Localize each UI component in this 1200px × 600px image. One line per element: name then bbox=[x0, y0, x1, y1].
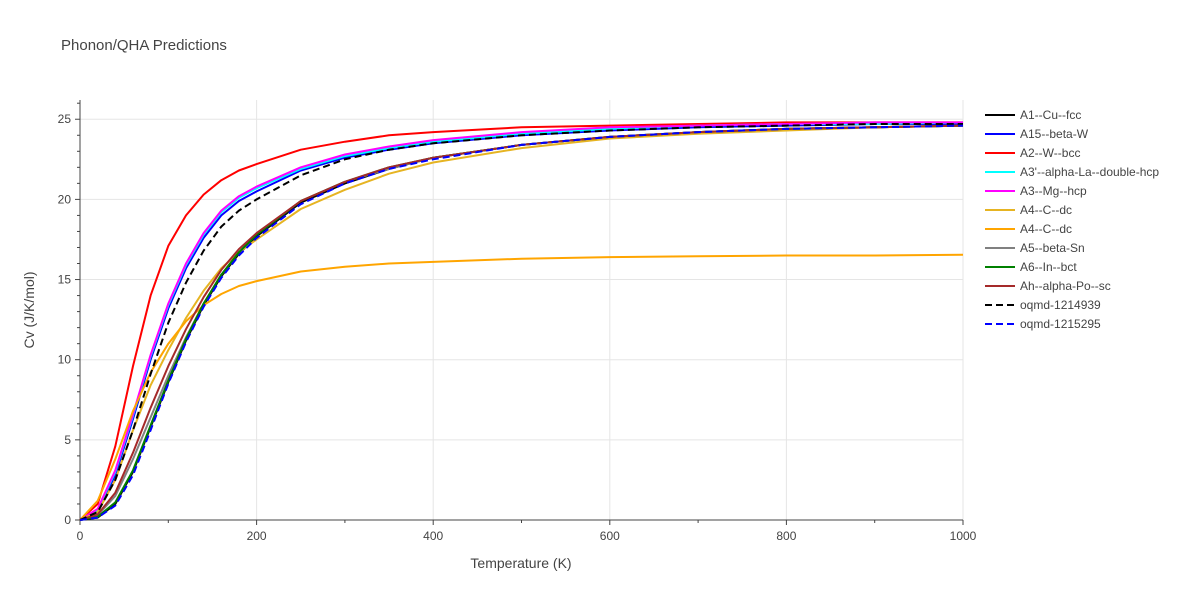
y-tick-label: 25 bbox=[58, 112, 72, 126]
chart-title: Phonon/QHA Predictions bbox=[61, 37, 227, 54]
series-line-2 bbox=[79, 121, 963, 521]
grid bbox=[80, 100, 964, 520]
x-tick-label: 400 bbox=[423, 529, 443, 543]
legend-label: A4--C--dc bbox=[1020, 222, 1072, 236]
legend-label: A2--W--bcc bbox=[1020, 146, 1080, 160]
series-line-10 bbox=[79, 123, 963, 521]
series-line-9 bbox=[79, 124, 964, 521]
series-line-6 bbox=[79, 253, 964, 521]
y-tick-label: 0 bbox=[64, 513, 71, 527]
series-line-11 bbox=[79, 124, 964, 521]
y-tick-label: 5 bbox=[64, 433, 71, 447]
legend: A1--Cu--fcc A15--beta-W A2--W--bcc A3'--alp… bbox=[985, 108, 1159, 331]
y-tick-label: 15 bbox=[58, 273, 72, 287]
legend-label: A3'--alpha-La--double-hcp bbox=[1020, 165, 1159, 179]
x-axis-title: Temperature (K) bbox=[470, 555, 571, 571]
y-tick-label: 10 bbox=[58, 353, 72, 367]
y-tick-label: 20 bbox=[58, 192, 72, 206]
x-tick-label: 0 bbox=[77, 529, 84, 543]
legend-label: oqmd-1215295 bbox=[1020, 317, 1101, 331]
axes bbox=[75, 100, 964, 525]
series-line-8 bbox=[79, 124, 964, 521]
series-line-5 bbox=[79, 124, 964, 521]
series-line-7 bbox=[79, 124, 964, 521]
legend-label: A6--In--bct bbox=[1020, 260, 1077, 274]
series-line-1 bbox=[79, 123, 963, 521]
legend-label: A5--beta-Sn bbox=[1020, 241, 1085, 255]
x-tick-label: 600 bbox=[600, 529, 620, 543]
x-tick-label: 1000 bbox=[950, 529, 977, 543]
tick-labels: 0 200 400 600 800 1000 0 5 10 15 20 25 bbox=[58, 112, 977, 543]
y-axis-title: Cv (J/K/mol) bbox=[21, 272, 37, 349]
x-tick-label: 200 bbox=[247, 529, 267, 543]
x-tick-label: 800 bbox=[776, 529, 796, 543]
series-group bbox=[79, 121, 964, 521]
series-line-4 bbox=[79, 121, 963, 521]
legend-label: A1--Cu--fcc bbox=[1020, 108, 1081, 122]
series-line-3 bbox=[79, 121, 964, 521]
legend-label: A4--C--dc bbox=[1020, 203, 1072, 217]
legend-label: Ah--alpha-Po--sc bbox=[1020, 279, 1111, 293]
legend-label: A15--beta-W bbox=[1020, 127, 1089, 141]
legend-label: oqmd-1214939 bbox=[1020, 298, 1101, 312]
series-line-0 bbox=[79, 124, 964, 521]
legend-label: A3--Mg--hcp bbox=[1020, 184, 1087, 198]
